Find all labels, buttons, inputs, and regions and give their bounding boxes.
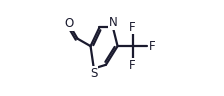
Text: N: N xyxy=(109,16,117,29)
Text: O: O xyxy=(64,17,73,30)
Text: F: F xyxy=(129,21,136,34)
Text: F: F xyxy=(129,59,136,72)
Text: S: S xyxy=(90,67,97,80)
Text: F: F xyxy=(149,40,155,53)
